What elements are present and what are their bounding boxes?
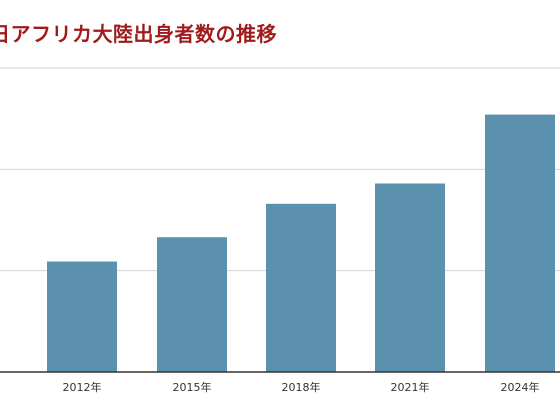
- bar: [485, 114, 555, 372]
- x-tick-label: 2018年: [282, 380, 321, 394]
- x-tick-label: 2015年: [173, 380, 212, 394]
- bars: [47, 114, 555, 372]
- bar: [47, 261, 117, 372]
- bar: [266, 203, 336, 372]
- x-tick-labels: 2012年 2015年 2018年 2021年 2024年: [63, 380, 540, 394]
- chart-title: 日アフリカ大陸出身者数の推移: [0, 22, 277, 46]
- x-tick-label: 2021年: [391, 380, 430, 394]
- bar: [157, 237, 227, 372]
- x-tick-label: 2024年: [501, 380, 540, 394]
- x-tick-label: 2012年: [63, 380, 102, 394]
- bar: [375, 183, 445, 372]
